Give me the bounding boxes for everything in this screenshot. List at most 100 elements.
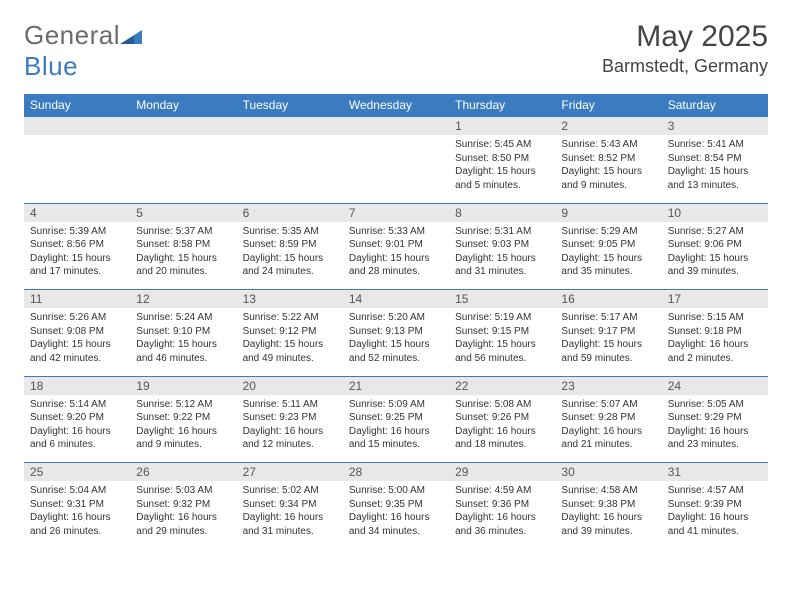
header: GeneralBlue May 2025 Barmstedt, Germany [24, 20, 768, 82]
day-number-cell: 16 [555, 290, 661, 309]
sunset-line: Sunset: 9:25 PM [349, 411, 443, 425]
day-detail-cell: Sunrise: 4:58 AMSunset: 9:38 PMDaylight:… [555, 481, 661, 549]
sunrise-line: Sunrise: 4:59 AM [455, 484, 549, 498]
sunrise-line: Sunrise: 5:26 AM [30, 311, 124, 325]
day-detail-cell: Sunrise: 5:37 AMSunset: 8:58 PMDaylight:… [130, 222, 236, 290]
day-number-cell: 26 [130, 463, 236, 482]
sunrise-line: Sunrise: 5:20 AM [349, 311, 443, 325]
day-number-cell: 15 [449, 290, 555, 309]
day-header: Tuesday [237, 94, 343, 117]
day-number-cell: 1 [449, 117, 555, 136]
daylight-line: Daylight: 16 hours and 12 minutes. [243, 425, 337, 452]
sunrise-line: Sunrise: 5:00 AM [349, 484, 443, 498]
day-header: Thursday [449, 94, 555, 117]
day-number-cell: 2 [555, 117, 661, 136]
daylight-line: Daylight: 16 hours and 41 minutes. [668, 511, 762, 538]
logo-mark-icon [120, 20, 142, 51]
day-number-row: 45678910 [24, 203, 768, 222]
sunset-line: Sunset: 9:39 PM [668, 498, 762, 512]
sunrise-line: Sunrise: 5:29 AM [561, 225, 655, 239]
day-detail-cell [237, 135, 343, 203]
day-detail-cell [343, 135, 449, 203]
sunset-line: Sunset: 9:01 PM [349, 238, 443, 252]
day-number-row: 25262728293031 [24, 463, 768, 482]
sunrise-line: Sunrise: 5:05 AM [668, 398, 762, 412]
daylight-line: Daylight: 15 hours and 56 minutes. [455, 338, 549, 365]
day-number-cell: 7 [343, 203, 449, 222]
sunset-line: Sunset: 9:10 PM [136, 325, 230, 339]
day-number-cell: 10 [662, 203, 768, 222]
day-detail-cell: Sunrise: 5:12 AMSunset: 9:22 PMDaylight:… [130, 395, 236, 463]
month-title: May 2025 [602, 20, 768, 54]
sunrise-line: Sunrise: 5:35 AM [243, 225, 337, 239]
day-detail-cell [24, 135, 130, 203]
sunset-line: Sunset: 9:17 PM [561, 325, 655, 339]
sunset-line: Sunset: 9:03 PM [455, 238, 549, 252]
day-number-cell [343, 117, 449, 136]
day-number-cell: 25 [24, 463, 130, 482]
daylight-line: Daylight: 15 hours and 31 minutes. [455, 252, 549, 279]
day-number-cell: 27 [237, 463, 343, 482]
sunset-line: Sunset: 9:26 PM [455, 411, 549, 425]
daylight-line: Daylight: 16 hours and 39 minutes. [561, 511, 655, 538]
day-number-cell: 18 [24, 376, 130, 395]
day-detail-cell: Sunrise: 5:11 AMSunset: 9:23 PMDaylight:… [237, 395, 343, 463]
daylight-line: Daylight: 15 hours and 13 minutes. [668, 165, 762, 192]
sunset-line: Sunset: 9:32 PM [136, 498, 230, 512]
sunset-line: Sunset: 8:56 PM [30, 238, 124, 252]
day-detail-cell: Sunrise: 5:31 AMSunset: 9:03 PMDaylight:… [449, 222, 555, 290]
daylight-line: Daylight: 16 hours and 23 minutes. [668, 425, 762, 452]
day-header: Wednesday [343, 94, 449, 117]
day-detail-cell: Sunrise: 5:04 AMSunset: 9:31 PMDaylight:… [24, 481, 130, 549]
daylight-line: Daylight: 15 hours and 17 minutes. [30, 252, 124, 279]
sunrise-line: Sunrise: 4:58 AM [561, 484, 655, 498]
day-number-cell: 9 [555, 203, 661, 222]
sunset-line: Sunset: 9:28 PM [561, 411, 655, 425]
daylight-line: Daylight: 15 hours and 59 minutes. [561, 338, 655, 365]
calendar-page: GeneralBlue May 2025 Barmstedt, Germany … [0, 0, 792, 569]
sunrise-line: Sunrise: 5:39 AM [30, 225, 124, 239]
day-header: Saturday [662, 94, 768, 117]
daylight-line: Daylight: 15 hours and 46 minutes. [136, 338, 230, 365]
sunrise-line: Sunrise: 5:22 AM [243, 311, 337, 325]
day-detail-cell: Sunrise: 5:02 AMSunset: 9:34 PMDaylight:… [237, 481, 343, 549]
day-detail-cell: Sunrise: 5:29 AMSunset: 9:05 PMDaylight:… [555, 222, 661, 290]
sunrise-line: Sunrise: 5:43 AM [561, 138, 655, 152]
sunset-line: Sunset: 8:50 PM [455, 152, 549, 166]
day-detail-cell: Sunrise: 5:05 AMSunset: 9:29 PMDaylight:… [662, 395, 768, 463]
day-detail-cell: Sunrise: 5:45 AMSunset: 8:50 PMDaylight:… [449, 135, 555, 203]
day-number-cell: 24 [662, 376, 768, 395]
day-detail-row: Sunrise: 5:39 AMSunset: 8:56 PMDaylight:… [24, 222, 768, 290]
day-detail-cell: Sunrise: 5:09 AMSunset: 9:25 PMDaylight:… [343, 395, 449, 463]
sunrise-line: Sunrise: 4:57 AM [668, 484, 762, 498]
day-detail-row: Sunrise: 5:14 AMSunset: 9:20 PMDaylight:… [24, 395, 768, 463]
day-number-cell: 13 [237, 290, 343, 309]
day-detail-row: Sunrise: 5:26 AMSunset: 9:08 PMDaylight:… [24, 308, 768, 376]
day-detail-cell: Sunrise: 5:19 AMSunset: 9:15 PMDaylight:… [449, 308, 555, 376]
title-area: May 2025 Barmstedt, Germany [602, 20, 768, 77]
sunrise-line: Sunrise: 5:03 AM [136, 484, 230, 498]
sunset-line: Sunset: 9:35 PM [349, 498, 443, 512]
day-number-cell: 31 [662, 463, 768, 482]
day-number-cell [130, 117, 236, 136]
day-number-cell: 23 [555, 376, 661, 395]
daylight-line: Daylight: 16 hours and 34 minutes. [349, 511, 443, 538]
day-number-cell: 5 [130, 203, 236, 222]
day-detail-cell: Sunrise: 5:22 AMSunset: 9:12 PMDaylight:… [237, 308, 343, 376]
sunset-line: Sunset: 9:18 PM [668, 325, 762, 339]
sunset-line: Sunset: 9:20 PM [30, 411, 124, 425]
sunset-line: Sunset: 9:38 PM [561, 498, 655, 512]
logo-part1: General [24, 20, 120, 50]
sunset-line: Sunset: 9:05 PM [561, 238, 655, 252]
sunrise-line: Sunrise: 5:41 AM [668, 138, 762, 152]
day-detail-cell: Sunrise: 5:35 AMSunset: 8:59 PMDaylight:… [237, 222, 343, 290]
sunset-line: Sunset: 9:34 PM [243, 498, 337, 512]
daylight-line: Daylight: 15 hours and 42 minutes. [30, 338, 124, 365]
sunset-line: Sunset: 9:08 PM [30, 325, 124, 339]
daylight-line: Daylight: 16 hours and 31 minutes. [243, 511, 337, 538]
calendar-table: Sunday Monday Tuesday Wednesday Thursday… [24, 94, 768, 549]
sunrise-line: Sunrise: 5:33 AM [349, 225, 443, 239]
daylight-line: Daylight: 16 hours and 18 minutes. [455, 425, 549, 452]
daylight-line: Daylight: 16 hours and 9 minutes. [136, 425, 230, 452]
day-detail-cell: Sunrise: 5:26 AMSunset: 9:08 PMDaylight:… [24, 308, 130, 376]
